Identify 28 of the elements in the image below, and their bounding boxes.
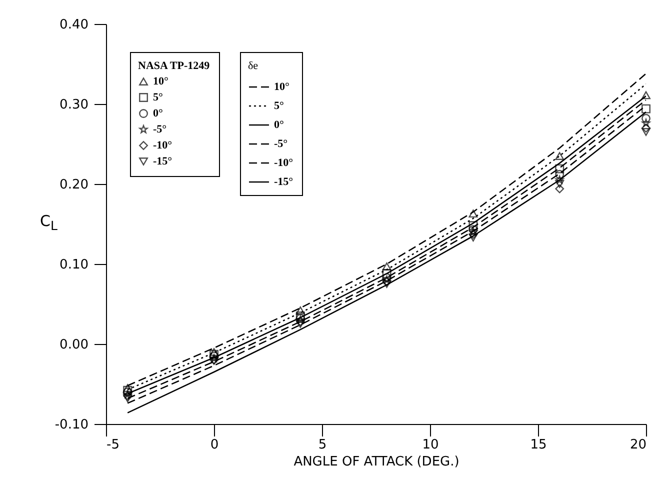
y-axis-title: C$_{L}$	[40, 212, 58, 233]
legend-label: 10°	[274, 81, 290, 93]
y-tick-label: 0.30	[60, 98, 88, 112]
legend-label: -15°	[274, 176, 294, 188]
legend-label: 5°	[274, 100, 284, 112]
legend-label: 10°	[153, 76, 168, 88]
x-tick-label: 10	[422, 438, 439, 452]
legend-label: -10°	[153, 140, 172, 152]
annotation: NASA TP-1249	[138, 60, 210, 72]
legend-label: 0°	[153, 108, 163, 120]
legend-label: -5°	[274, 138, 288, 150]
legend-label: -10°	[274, 157, 294, 169]
y-tick-label: 0.00	[60, 338, 88, 352]
legend-label: 0°	[274, 119, 284, 131]
legend-label: -5°	[153, 124, 167, 136]
x-tick-label: 20	[630, 438, 646, 452]
x-tick-label: 0	[210, 438, 219, 452]
x-tick-label: 5	[318, 438, 327, 452]
x-tick-label: -5	[106, 438, 120, 452]
x-tick-label: 15	[530, 438, 547, 452]
y-tick-label: -0.10	[54, 418, 88, 432]
legend-label: -15°	[153, 156, 172, 168]
y-tick-label: 0.40	[60, 18, 88, 32]
x-axis-title: ANGLE OF ATTACK (DEG.)	[294, 454, 460, 470]
y-tick-label: 0.10	[60, 258, 88, 272]
legend-title: δe	[248, 60, 258, 72]
legend-label: 5°	[153, 92, 163, 104]
y-tick-label: 0.20	[60, 178, 88, 192]
